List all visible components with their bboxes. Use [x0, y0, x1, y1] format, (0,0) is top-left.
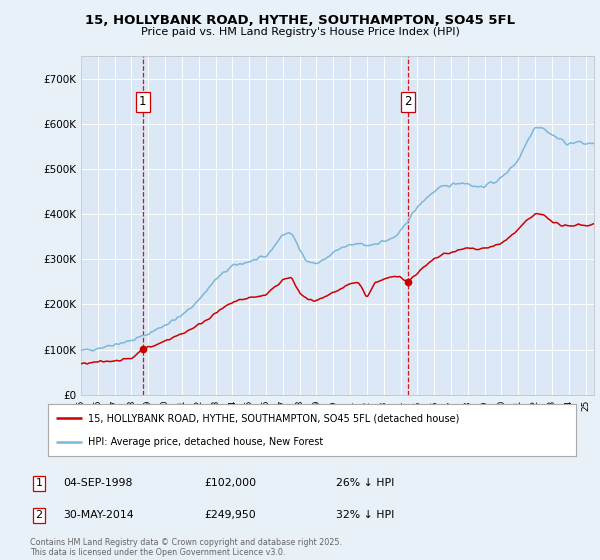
- Text: Contains HM Land Registry data © Crown copyright and database right 2025.
This d: Contains HM Land Registry data © Crown c…: [30, 538, 342, 557]
- Text: 15, HOLLYBANK ROAD, HYTHE, SOUTHAMPTON, SO45 5FL: 15, HOLLYBANK ROAD, HYTHE, SOUTHAMPTON, …: [85, 14, 515, 27]
- Text: 15, HOLLYBANK ROAD, HYTHE, SOUTHAMPTON, SO45 5FL (detached house): 15, HOLLYBANK ROAD, HYTHE, SOUTHAMPTON, …: [88, 413, 459, 423]
- Text: £102,000: £102,000: [204, 478, 256, 488]
- Text: 26% ↓ HPI: 26% ↓ HPI: [336, 478, 394, 488]
- Text: HPI: Average price, detached house, New Forest: HPI: Average price, detached house, New …: [88, 437, 323, 447]
- Text: 04-SEP-1998: 04-SEP-1998: [63, 478, 133, 488]
- Text: 1: 1: [35, 478, 43, 488]
- Text: 2: 2: [35, 510, 43, 520]
- Text: 1: 1: [139, 95, 146, 108]
- Text: Price paid vs. HM Land Registry's House Price Index (HPI): Price paid vs. HM Land Registry's House …: [140, 27, 460, 37]
- Text: £249,950: £249,950: [204, 510, 256, 520]
- Text: 30-MAY-2014: 30-MAY-2014: [63, 510, 134, 520]
- Text: 2: 2: [404, 95, 412, 108]
- Text: 32% ↓ HPI: 32% ↓ HPI: [336, 510, 394, 520]
